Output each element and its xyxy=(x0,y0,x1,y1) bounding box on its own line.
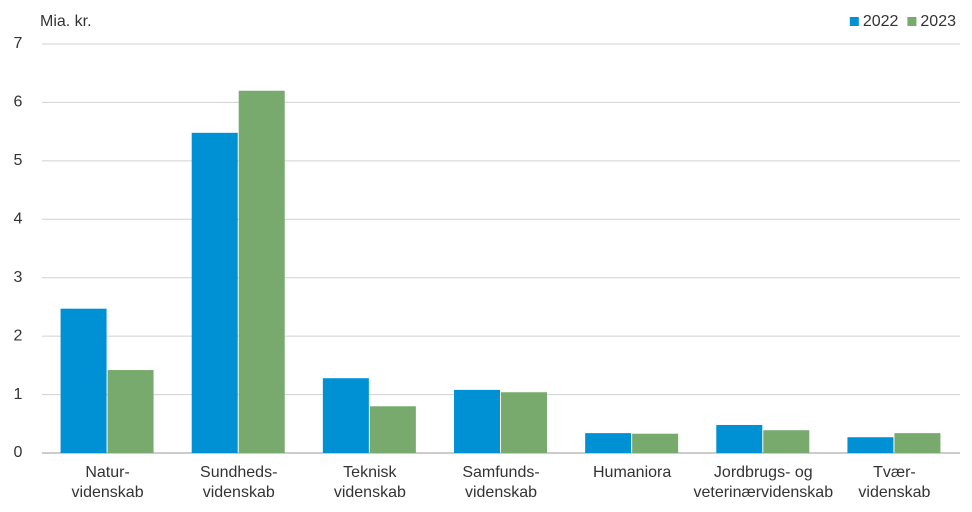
bar xyxy=(501,392,547,453)
y-tick-label: 3 xyxy=(14,269,23,286)
x-tick-label-line: veterinærvidenskab xyxy=(693,484,833,501)
x-tick-label: Humaniora xyxy=(593,464,671,481)
y-tick-label: 7 xyxy=(14,35,23,52)
y-axis-label: Mia. kr. xyxy=(40,13,92,30)
x-tick-label: Samfunds-videnskab xyxy=(462,464,539,501)
y-tick-label: 2 xyxy=(14,327,23,344)
bar xyxy=(60,308,107,453)
y-tick-label: 5 xyxy=(14,152,23,169)
y-tick-label: 0 xyxy=(14,444,23,461)
bar xyxy=(716,424,763,453)
y-tick-label: 6 xyxy=(14,94,23,111)
bar xyxy=(632,433,679,453)
legend-label: 2022 xyxy=(863,13,899,30)
bar xyxy=(763,430,810,453)
y-tick-label: 4 xyxy=(14,211,23,228)
bar xyxy=(894,433,941,453)
legend-label: 2023 xyxy=(920,13,956,30)
x-tick-label: Natur-videnskab xyxy=(72,464,144,501)
bar xyxy=(322,378,369,453)
x-tick-label-line: videnskab xyxy=(858,484,930,501)
x-tick-label-line: videnskab xyxy=(203,484,275,501)
x-tick-label-line: videnskab xyxy=(334,484,406,501)
bar xyxy=(585,433,632,453)
x-tick-label-line: videnskab xyxy=(72,484,144,501)
bar xyxy=(847,437,894,453)
x-tick-label-line: Samfunds- xyxy=(462,464,539,481)
legend-swatch xyxy=(907,17,917,26)
x-tick-label-line: Teknisk xyxy=(343,464,397,481)
x-tick-label: Sundheds-videnskab xyxy=(200,464,277,501)
x-tick-label: Tvær-videnskab xyxy=(858,464,930,501)
x-tick-label-line: Tvær- xyxy=(873,464,916,481)
x-tick-label-line: Jordbrugs- og xyxy=(714,464,813,481)
bar xyxy=(191,132,238,453)
bar xyxy=(238,90,285,453)
x-tick-label-line: Sundheds- xyxy=(200,464,277,481)
x-tick-label-line: videnskab xyxy=(465,484,537,501)
x-tick-label-line: Humaniora xyxy=(593,464,671,481)
bar xyxy=(107,370,154,453)
legend-swatch xyxy=(849,17,859,26)
bar xyxy=(369,406,416,453)
x-tick-label: Teknisk videnskab xyxy=(334,464,406,501)
x-tick-label-line: Natur- xyxy=(85,464,129,481)
x-tick-label: Jordbrugs- og veterinærvidenskab xyxy=(693,464,833,501)
bar xyxy=(454,389,500,453)
y-tick-label: 1 xyxy=(14,386,23,403)
